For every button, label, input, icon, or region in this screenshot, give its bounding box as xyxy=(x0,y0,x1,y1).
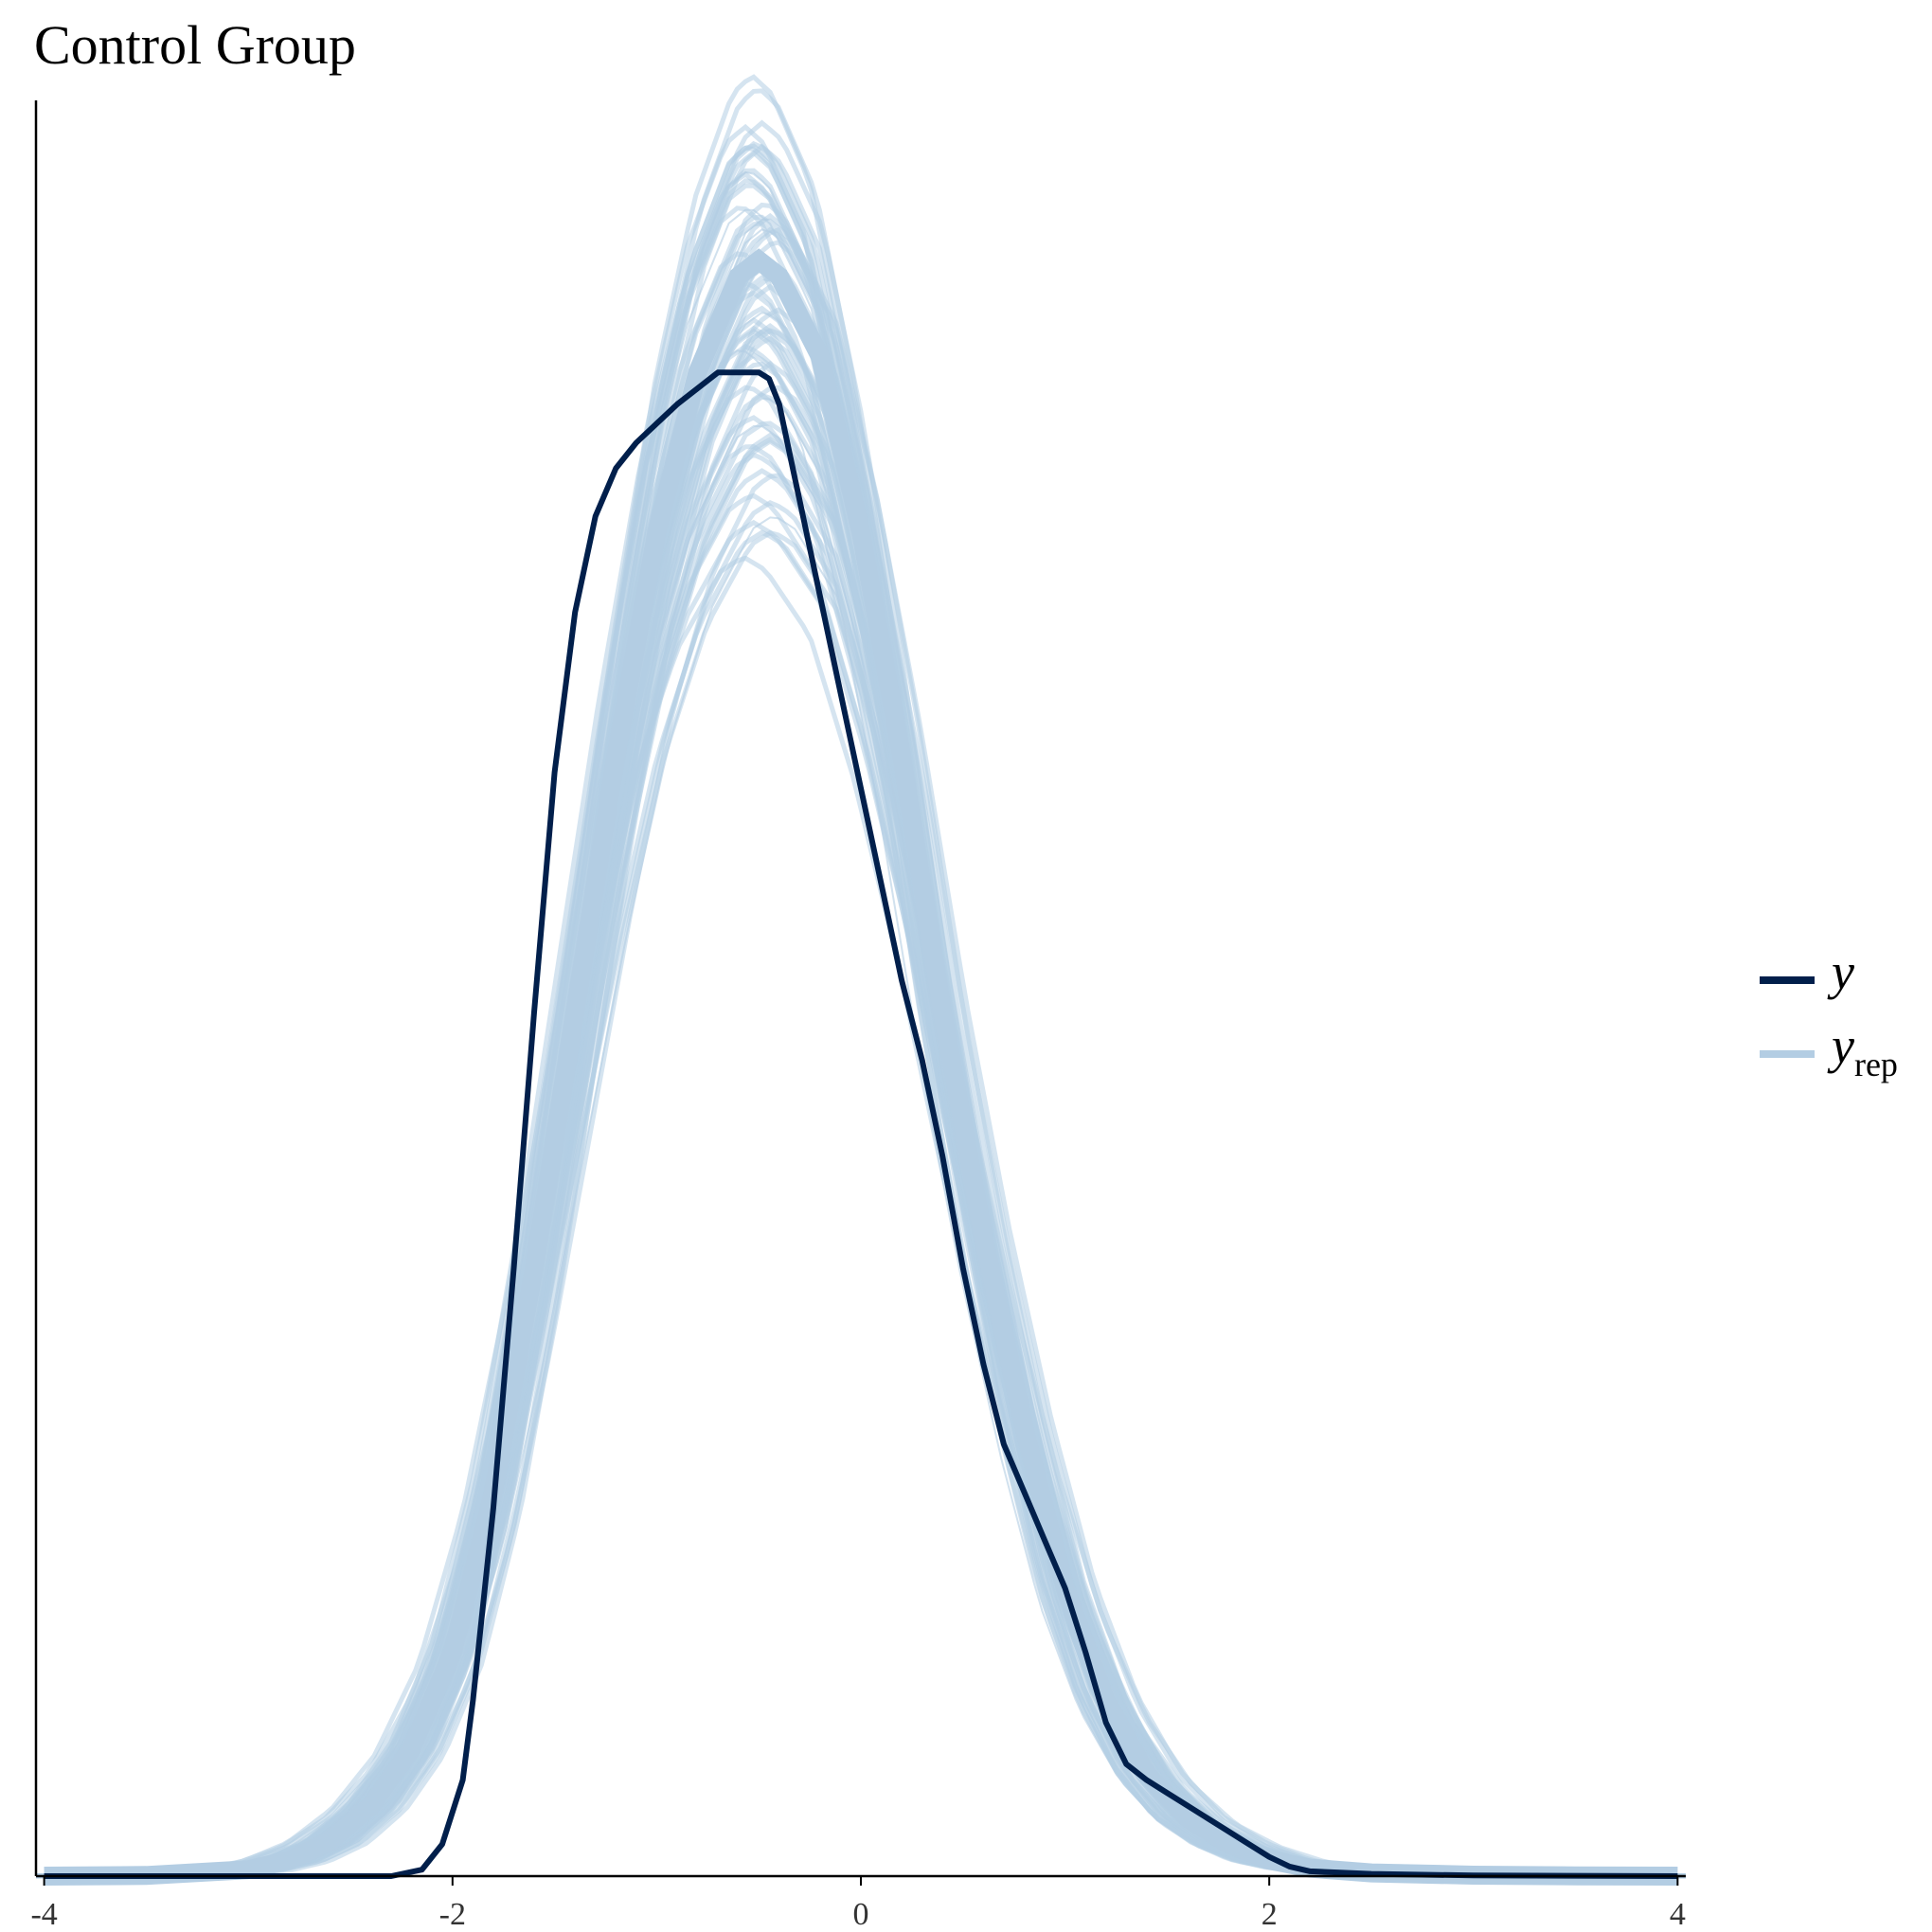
x-tick-label: 0 xyxy=(853,1897,869,1932)
yrep-line xyxy=(36,88,1686,1879)
x-tick-label: -2 xyxy=(439,1897,466,1932)
x-tick-label: 4 xyxy=(1670,1897,1686,1932)
yrep-line-core xyxy=(44,248,1678,1886)
legend-key-y xyxy=(1760,976,1815,984)
legend-label-yrep: yrep xyxy=(1832,1016,1898,1084)
yrep-line xyxy=(36,74,1686,1879)
x-tick-label: 2 xyxy=(1261,1897,1278,1932)
y-density-line-group xyxy=(44,369,1678,1879)
yrep-line xyxy=(36,123,1686,1879)
yrep-line xyxy=(35,555,1686,1879)
legend-label-y: y xyxy=(1832,943,1854,1000)
yrep-density-band xyxy=(35,74,1687,1886)
x-tick-label: -4 xyxy=(30,1897,57,1932)
legend-key-yrep xyxy=(1760,1050,1815,1058)
legend-label-yrep-main: y xyxy=(1832,1017,1854,1074)
x-axis-ticks: -4 -2 0 2 4 xyxy=(30,1876,1686,1932)
legend-label-yrep-subscript: rep xyxy=(1853,1046,1898,1083)
yrep-line xyxy=(36,119,1686,1879)
chart-title: Control Group xyxy=(34,14,356,76)
y-density-line xyxy=(44,369,1678,1879)
